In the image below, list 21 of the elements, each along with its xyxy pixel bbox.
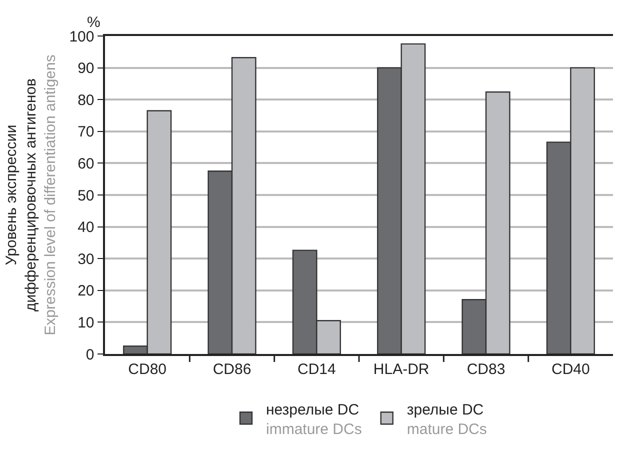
y-tick-label: 20 xyxy=(78,282,94,300)
y-tick-label: 90 xyxy=(78,60,94,78)
x-tick-label: HLA-DR xyxy=(373,360,430,378)
text: % xyxy=(87,14,100,31)
y-tick-label: 40 xyxy=(78,219,94,236)
x-tick-label: CD86 xyxy=(212,360,252,378)
legend-label: зрелые DC mature DCs xyxy=(406,401,487,438)
y-tick-label: 30 xyxy=(78,250,94,268)
x-tick-label: CD14 xyxy=(297,360,336,378)
y-tick-label: 50 xyxy=(78,187,94,204)
x-tick-label: CD80 xyxy=(128,360,167,378)
y-tick-label: 60 xyxy=(78,155,94,172)
y-tick-label: 70 xyxy=(78,124,94,141)
y-tick-label: 0 xyxy=(86,346,94,364)
y-tick-label: 100 xyxy=(69,28,94,46)
legend-label: незрелые DC immature DCs xyxy=(266,401,362,438)
y-axis-title: Уровень экспрессии дифференцировочных антигенов Expression level of differentiation antigens xyxy=(2,54,59,336)
x-tick-label: CD40 xyxy=(551,360,590,378)
y-tick-label: 80 xyxy=(78,92,94,109)
y-tick-label: 10 xyxy=(78,314,94,332)
x-tick-label: CD83 xyxy=(466,360,506,378)
